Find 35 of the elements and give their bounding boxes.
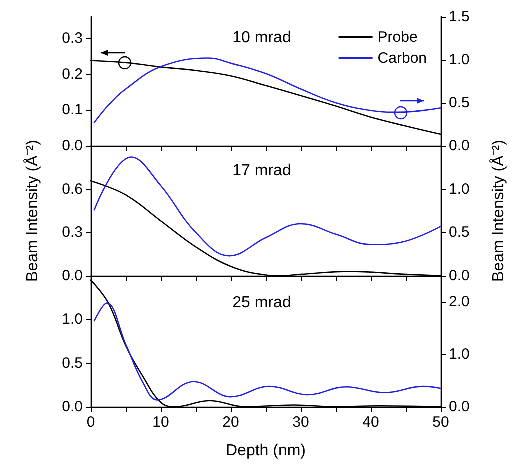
y-tick-label: 0.0 xyxy=(62,138,83,154)
y2-tick-label: 0.5 xyxy=(449,94,470,112)
x-axis-title: Depth (nm) xyxy=(226,442,306,460)
y-tick-label: 0.6 xyxy=(62,180,83,198)
y2-tick-label: 1.0 xyxy=(449,52,470,68)
y-tick-label: 0.3 xyxy=(62,30,83,47)
y2-tick-label: 0.0 xyxy=(449,398,470,416)
y-tick-label: 0.0 xyxy=(62,268,83,284)
y-axis-title: Beam Intensity (Å⁻²) xyxy=(24,140,42,282)
y-tick-label: 0.5 xyxy=(62,354,83,372)
x-tick-label: 50 xyxy=(432,414,450,431)
y2-tick-label: 1.0 xyxy=(449,180,470,198)
line-series xyxy=(94,156,442,257)
y-tick-label: 0.2 xyxy=(62,66,83,83)
x-tick-label: 40 xyxy=(362,414,380,431)
y2-tick-label: 2.0 xyxy=(449,294,470,311)
y-tick-label: 0.3 xyxy=(62,224,83,242)
text: 17 mrad xyxy=(232,162,292,180)
text: 10 mrad xyxy=(232,30,292,46)
x-tick-label: 30 xyxy=(292,414,310,431)
y2-tick-label: 1.5 xyxy=(449,8,470,26)
legend-label: Probe xyxy=(378,29,418,46)
x-tick-label: 20 xyxy=(222,414,240,431)
x-tick-label: 0 xyxy=(86,414,96,431)
y2-tick-label: 0.0 xyxy=(449,138,470,154)
y2-axis-title: Beam Intensity (Å⁻²) xyxy=(490,140,508,282)
y-tick-label: 0.1 xyxy=(62,102,83,119)
y-tick-label: 1.0 xyxy=(62,311,83,328)
y2-tick-label: 0.5 xyxy=(449,224,470,242)
text: 25 mrad xyxy=(232,294,292,312)
y-tick-label: 0.0 xyxy=(62,398,83,416)
x-tick-label: 10 xyxy=(152,414,170,431)
legend-label: Carbon xyxy=(378,50,428,67)
y2-tick-label: 0.0 xyxy=(449,268,470,284)
y2-tick-label: 1.0 xyxy=(449,346,470,364)
